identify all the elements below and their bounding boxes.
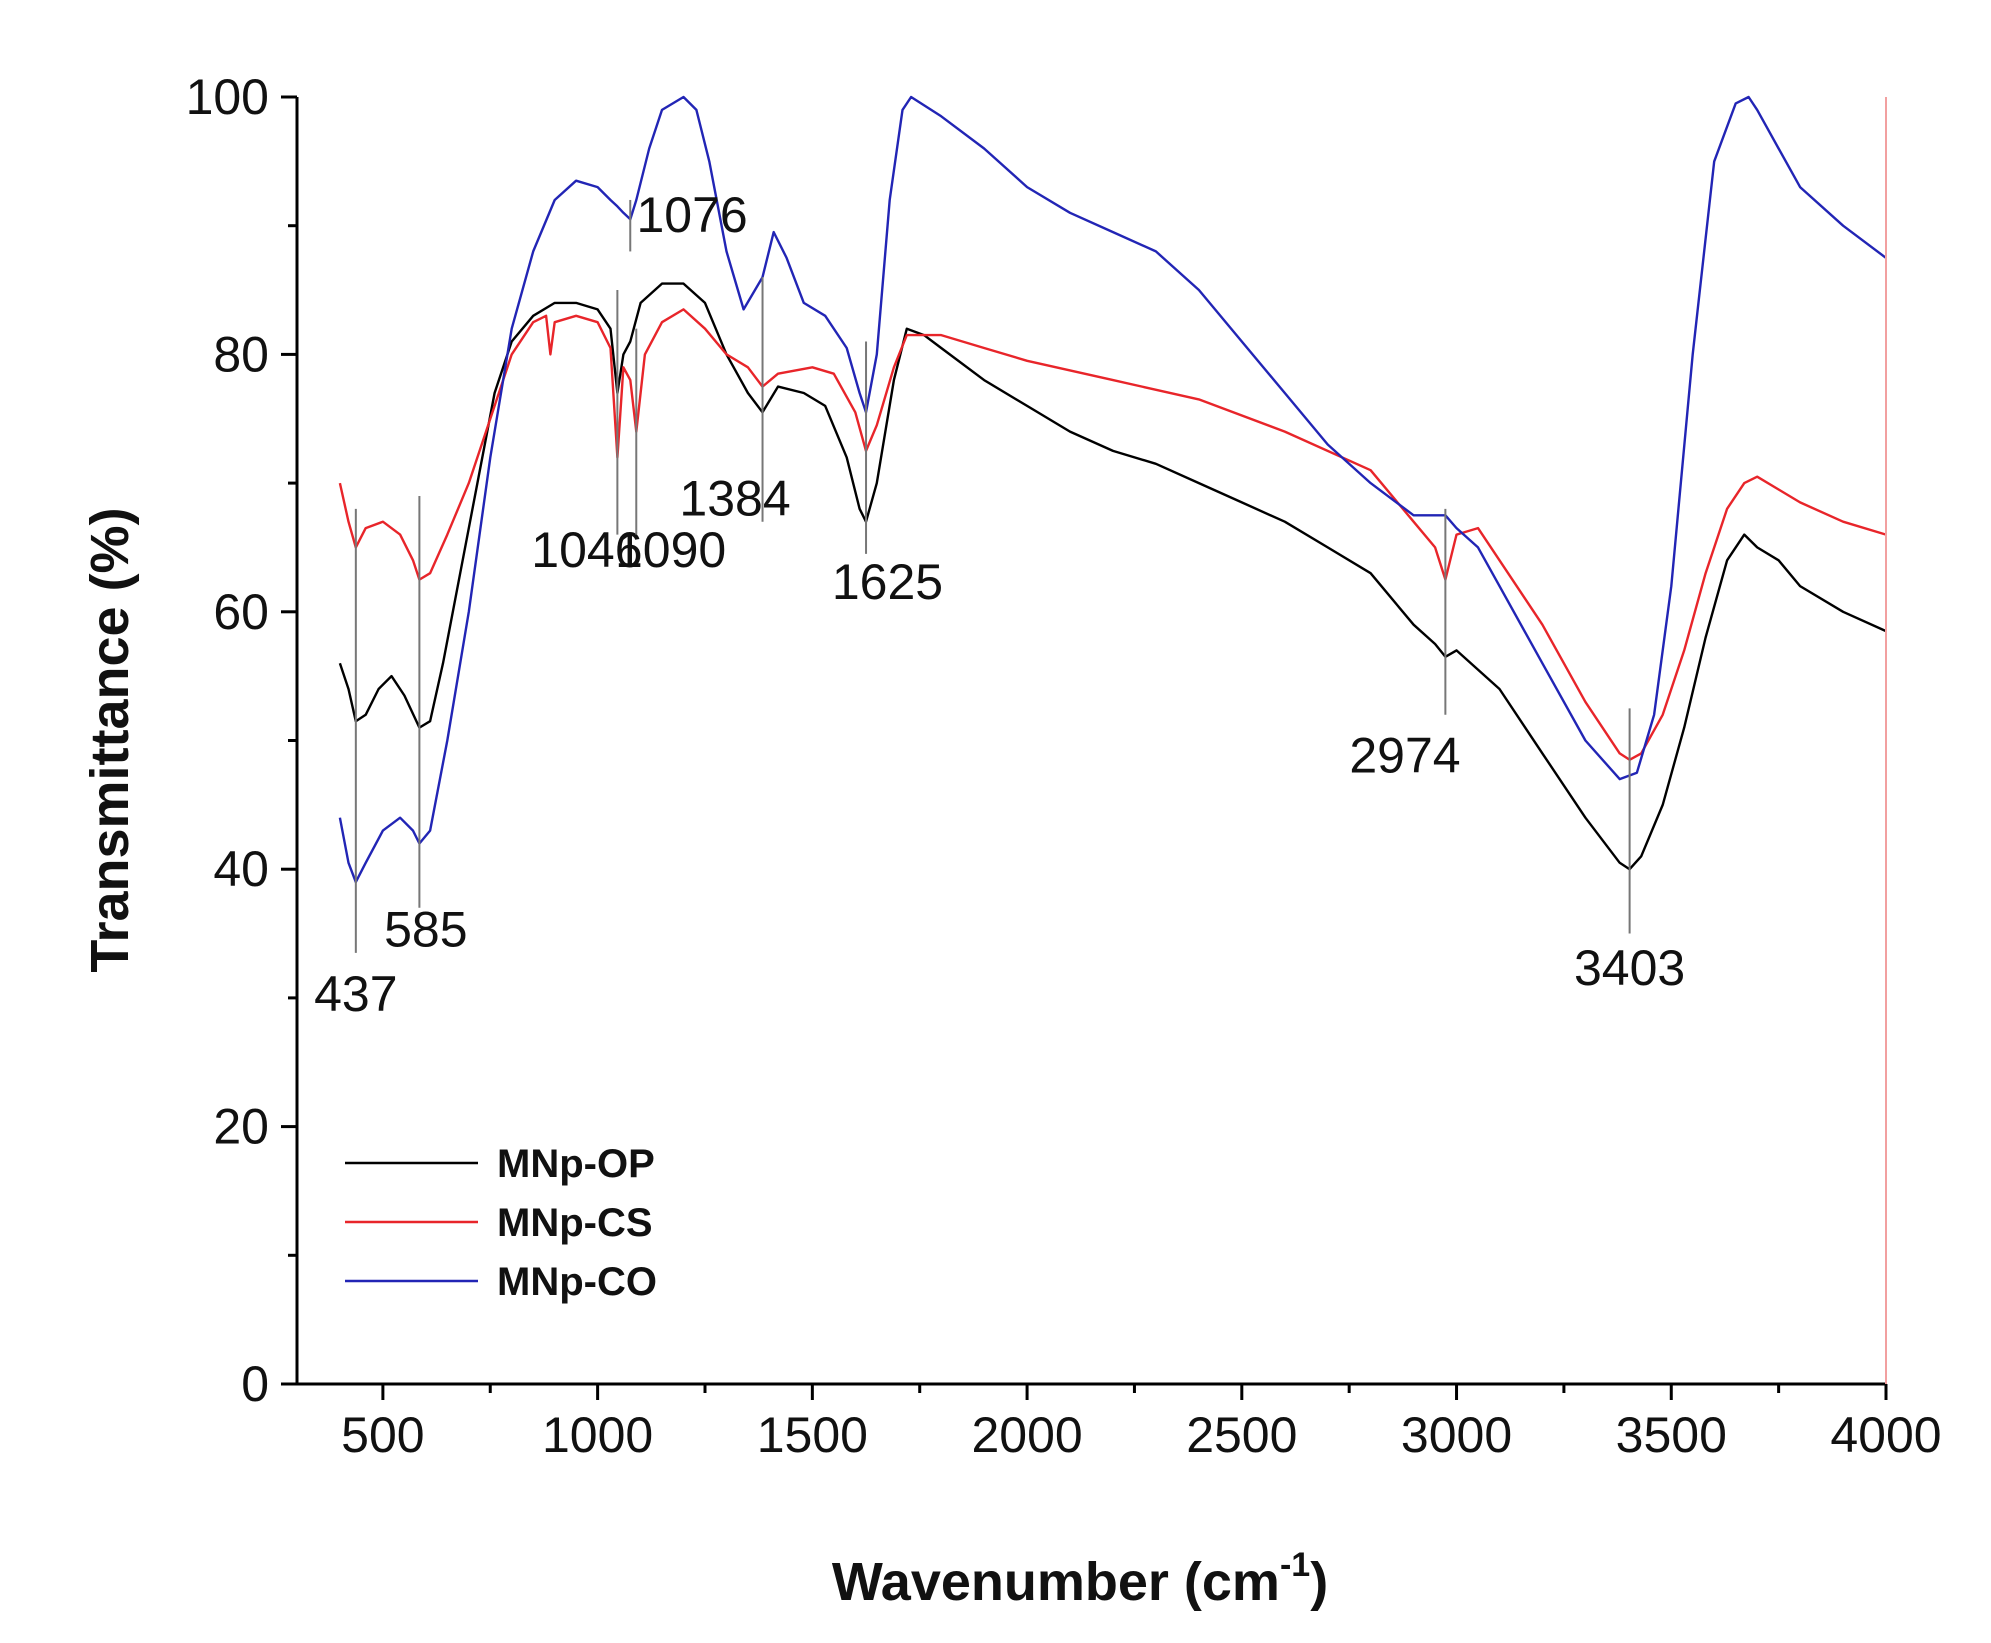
x-tick-label-3500: 3500 [1616,1407,1727,1463]
peak-label-437: 437 [314,966,397,1022]
x-tick-label-2000: 2000 [971,1407,1082,1463]
peak-label-1076: 1076 [636,187,747,243]
y-tick-label-80: 80 [213,326,269,382]
y-axis-title: Transmittance (%) [80,507,140,972]
y-tick-label-40: 40 [213,841,269,897]
x-axis-title-sup: -1 [1280,1546,1310,1584]
legend: MNp-OP MNp-CS MNp-CO [345,1142,657,1304]
peak-label-1046: 1046 [531,522,642,578]
x-axis-title-main: Wavenumber (cm [832,1552,1280,1612]
peak-label-585: 585 [384,901,467,957]
x-tick-label-4000: 4000 [1830,1407,1941,1463]
y-tick-label-60: 60 [213,584,269,640]
peak-label-1090: 1090 [615,522,726,578]
x-ticks: 500 1000 1500 2000 2500 3000 3500 4000 [341,1384,1942,1463]
x-tick-label-500: 500 [341,1407,424,1463]
y-tick-label-100: 100 [186,69,269,125]
legend-label-mnp-cs: MNp-CS [497,1201,653,1245]
legend-label-mnp-op: MNp-OP [497,1142,655,1186]
x-tick-label-2500: 2500 [1186,1407,1297,1463]
x-axis-title-end: ) [1310,1552,1328,1612]
y-tick-label-0: 0 [241,1356,269,1412]
y-ticks: 0 20 40 60 80 100 [186,69,297,1412]
x-tick-label-1000: 1000 [542,1407,653,1463]
peak-label-3403: 3403 [1574,940,1685,996]
x-tick-label-3000: 3000 [1401,1407,1512,1463]
peak-label-1625: 1625 [832,554,943,610]
legend-label-mnp-co: MNp-CO [497,1260,657,1304]
y-tick-label-20: 20 [213,1099,269,1155]
x-tick-label-1500: 1500 [757,1407,868,1463]
series-line-mnp-op [338,282,1887,871]
series-line-mnp-co [338,95,1887,884]
x-axis-title: Wavenumber (cm-1) [832,1546,1328,1612]
peak-label-1384: 1384 [679,470,790,526]
peak-label-2974: 2974 [1349,728,1460,784]
